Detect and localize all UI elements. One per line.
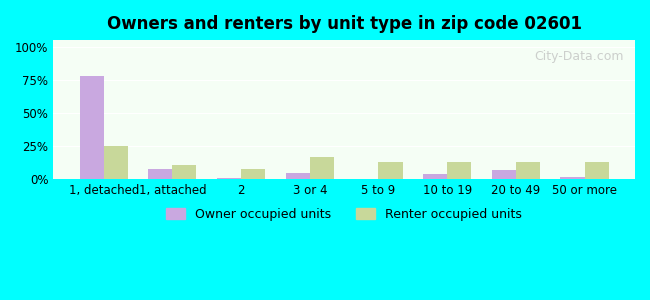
Bar — [80, 76, 104, 179]
Bar — [148, 169, 172, 179]
Bar — [172, 165, 196, 179]
Bar — [560, 177, 584, 179]
Bar — [447, 162, 471, 179]
Text: City-Data.com: City-Data.com — [534, 50, 623, 63]
Bar — [217, 178, 241, 179]
Bar — [378, 162, 402, 179]
Bar — [423, 174, 447, 179]
Title: Owners and renters by unit type in zip code 02601: Owners and renters by unit type in zip c… — [107, 15, 582, 33]
Bar — [492, 170, 516, 179]
Bar — [286, 173, 310, 179]
Bar — [584, 162, 608, 179]
Bar — [516, 162, 540, 179]
Bar — [310, 157, 334, 179]
Legend: Owner occupied units, Renter occupied units: Owner occupied units, Renter occupied un… — [161, 203, 527, 226]
Bar — [241, 169, 265, 179]
Bar — [104, 146, 128, 179]
